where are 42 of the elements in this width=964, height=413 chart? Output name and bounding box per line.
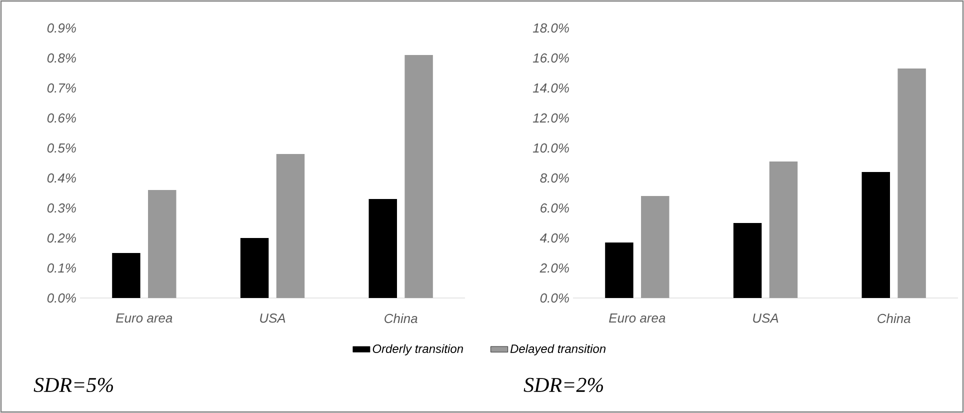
bar bbox=[404, 55, 433, 298]
x-tick-label: Euro area bbox=[116, 314, 172, 323]
y-tick-label: 0.2% bbox=[47, 233, 76, 243]
y-tick-label: 0.4% bbox=[47, 173, 76, 183]
legend-label: Orderly transition bbox=[372, 344, 463, 356]
y-tick-label: 18.0% bbox=[532, 23, 569, 33]
bar bbox=[733, 223, 762, 298]
x-tick-label: China bbox=[384, 314, 418, 324]
text: SDR=2% bbox=[524, 378, 603, 392]
x-tick-label: Euro area bbox=[609, 314, 666, 323]
bar bbox=[862, 172, 890, 298]
bar bbox=[368, 199, 397, 298]
bar bbox=[276, 154, 305, 298]
y-tick-label: 10.0% bbox=[532, 143, 569, 153]
text: SDR=5% bbox=[34, 378, 113, 392]
x-tick-label: China bbox=[878, 314, 910, 324]
y-tick-label: 14.0% bbox=[532, 83, 569, 93]
bar bbox=[605, 242, 634, 298]
x-tick-label: USA bbox=[753, 314, 778, 323]
y-tick-label: 0.7% bbox=[47, 83, 76, 93]
bar bbox=[112, 253, 140, 298]
y-tick-label: 0.9% bbox=[47, 23, 76, 33]
y-tick-label: 0.0% bbox=[540, 293, 569, 303]
y-tick-label: 0.6% bbox=[47, 113, 76, 123]
y-tick-label: 0.3% bbox=[47, 203, 76, 213]
y-tick-label: 0.1% bbox=[47, 263, 76, 273]
y-tick-label: 16.0% bbox=[532, 53, 569, 63]
y-tick-label: 2.0% bbox=[540, 263, 569, 273]
y-tick-label: 0.0% bbox=[47, 293, 76, 303]
bar bbox=[898, 68, 926, 298]
bar bbox=[148, 190, 176, 298]
y-tick-label: 12.0% bbox=[532, 113, 569, 123]
y-tick-label: 8.0% bbox=[540, 173, 569, 183]
y-tick-label: 6.0% bbox=[540, 203, 569, 213]
y-tick-label: 4.0% bbox=[540, 233, 569, 243]
bar bbox=[641, 196, 670, 298]
legend-label: Delayed transition bbox=[510, 344, 606, 356]
y-tick-label: 0.8% bbox=[47, 53, 76, 63]
x-tick-label: USA bbox=[260, 314, 286, 323]
y-tick-label: 0.5% bbox=[47, 143, 76, 153]
bar bbox=[240, 238, 269, 298]
bar bbox=[769, 162, 798, 298]
